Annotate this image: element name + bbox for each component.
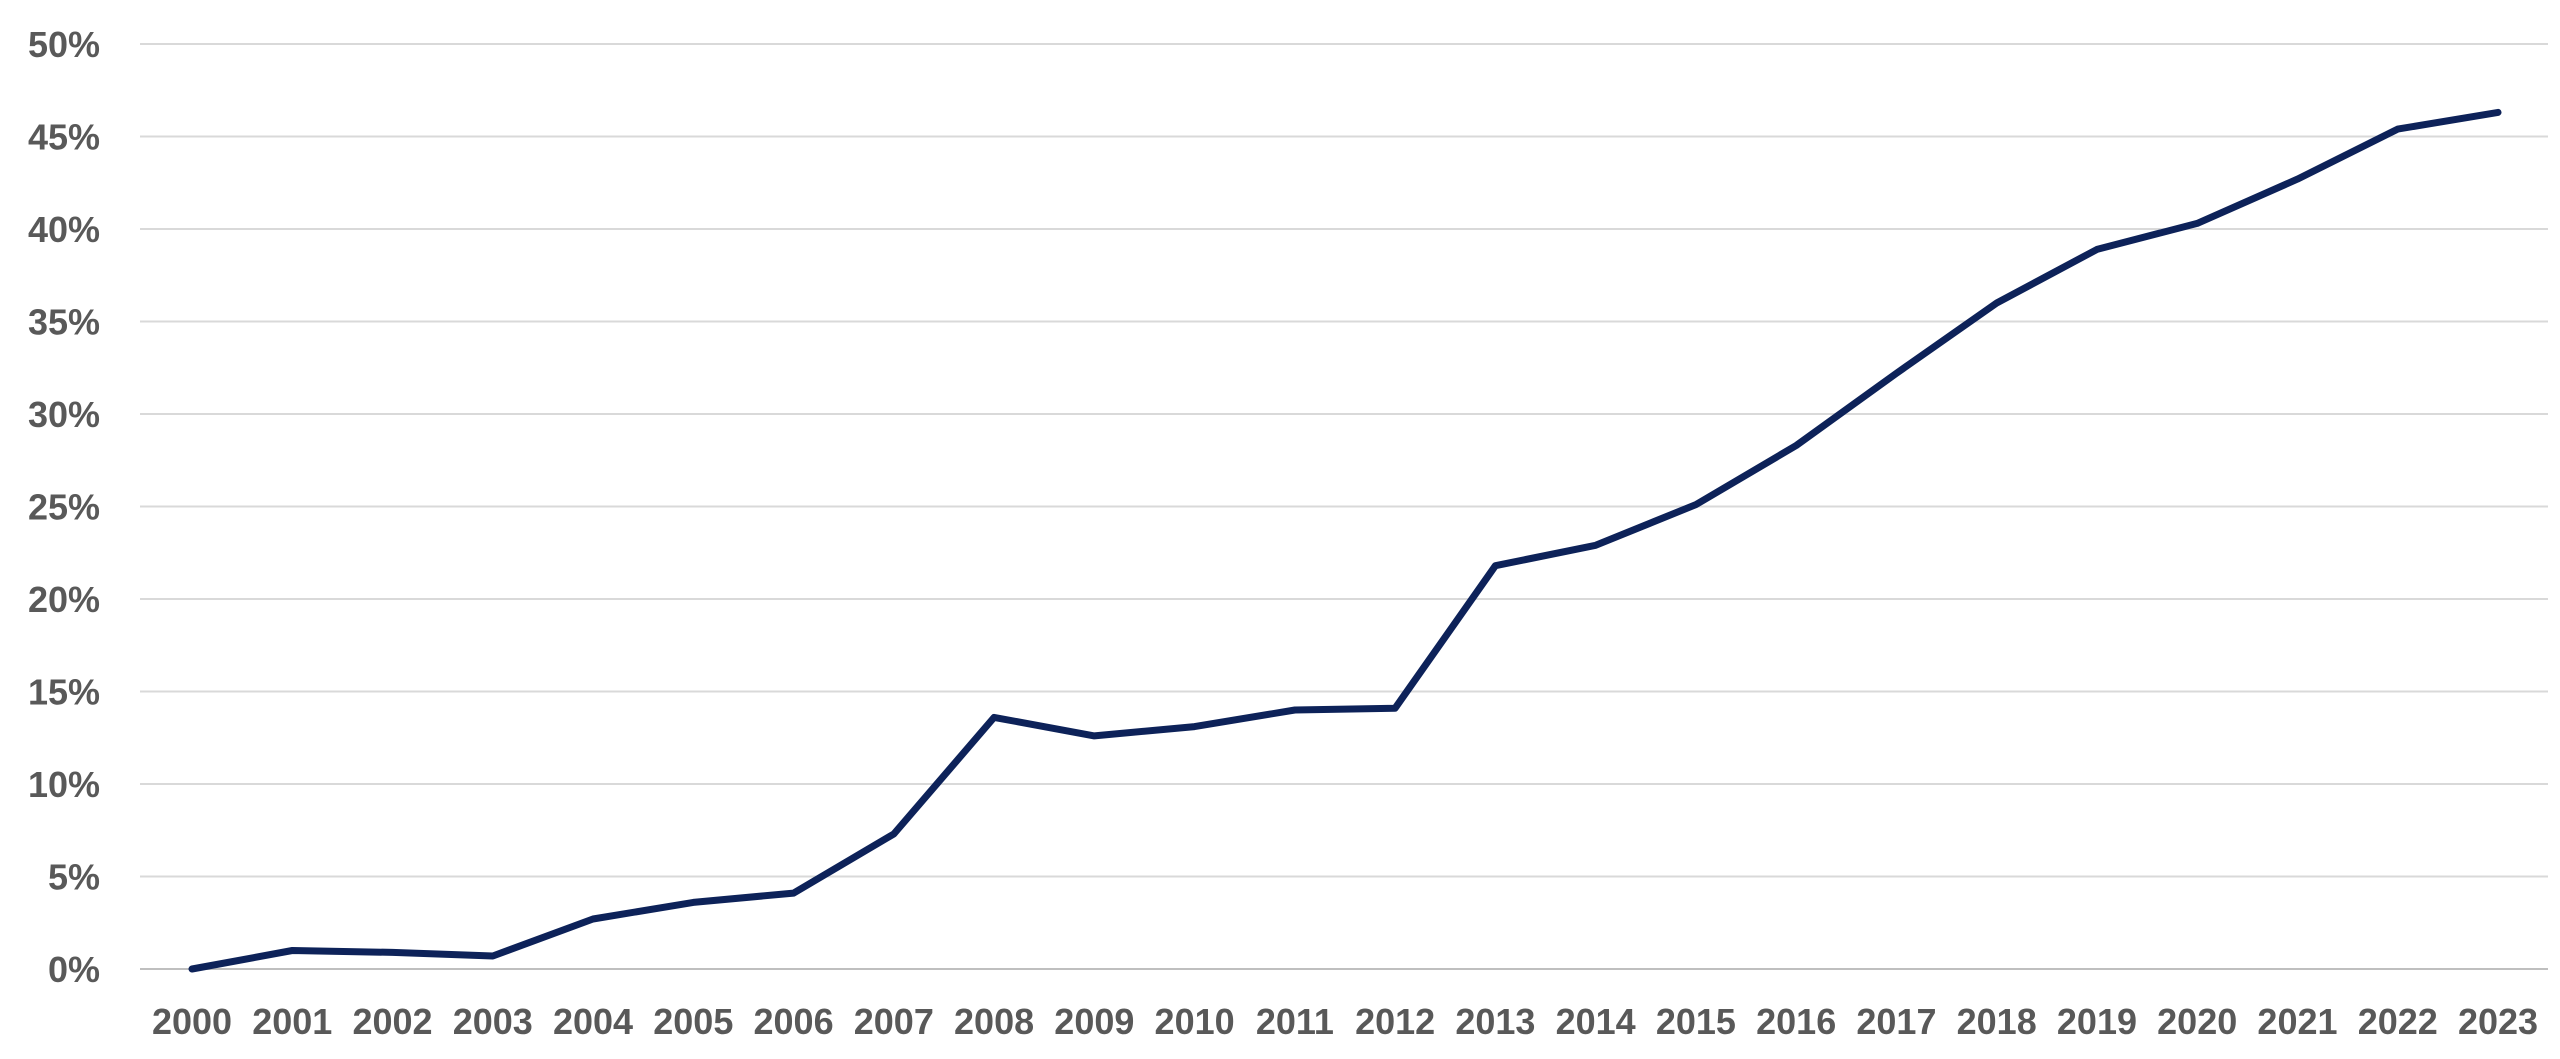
x-tick-label: 2007 — [854, 1001, 934, 1042]
y-tick-label: 35% — [28, 302, 100, 343]
x-tick-label: 2017 — [1856, 1001, 1936, 1042]
x-tick-label: 2014 — [1556, 1001, 1636, 1042]
x-tick-label: 2016 — [1756, 1001, 1836, 1042]
x-tick-label: 2010 — [1155, 1001, 1235, 1042]
x-tick-label: 2004 — [553, 1001, 633, 1042]
x-axis-tick-labels: 2000 2001 2002 2003 2004 2005 2006 2007 2008 2009… — [152, 1001, 2538, 1042]
y-tick-label: 25% — [28, 487, 100, 528]
gridlines — [140, 43, 2548, 970]
y-tick-label: 10% — [28, 764, 100, 805]
x-tick-label: 2018 — [1957, 1001, 2037, 1042]
series-lines — [188, 108, 2502, 973]
x-tick-label: 2002 — [352, 1001, 432, 1042]
x-tick-label: 2000 — [152, 1001, 232, 1042]
y-axis-tick-labels: 0% 5% 10% 15% 20% 25% 30% 35% 40% 45% 50% — [28, 24, 100, 990]
y-tick-label: 45% — [28, 117, 100, 158]
x-tick-label: 2021 — [2257, 1001, 2337, 1042]
x-tick-label: 2023 — [2458, 1001, 2538, 1042]
x-tick-label: 2015 — [1656, 1001, 1736, 1042]
x-tick-label: 2008 — [954, 1001, 1034, 1042]
x-tick-label: 2022 — [2358, 1001, 2438, 1042]
y-tick-label: 20% — [28, 579, 100, 620]
x-tick-label: 2005 — [653, 1001, 733, 1042]
x-tick-label: 2012 — [1355, 1001, 1435, 1042]
y-tick-label: 50% — [28, 24, 100, 65]
y-tick-label: 40% — [28, 209, 100, 250]
x-tick-label: 2013 — [1455, 1001, 1535, 1042]
x-tick-label: 2006 — [754, 1001, 834, 1042]
y-tick-label: 15% — [28, 672, 100, 713]
x-tick-label: 2019 — [2057, 1001, 2137, 1042]
x-tick-label: 2011 — [1256, 1001, 1334, 1042]
y-tick-label: 5% — [48, 857, 100, 898]
y-tick-label: 30% — [28, 394, 100, 435]
series-line-0 — [188, 108, 2502, 973]
x-tick-label: 2001 — [252, 1001, 332, 1042]
x-tick-label: 2020 — [2157, 1001, 2237, 1042]
x-tick-label: 2009 — [1054, 1001, 1134, 1042]
x-tick-label: 2003 — [453, 1001, 533, 1042]
y-tick-label: 0% — [48, 949, 100, 990]
